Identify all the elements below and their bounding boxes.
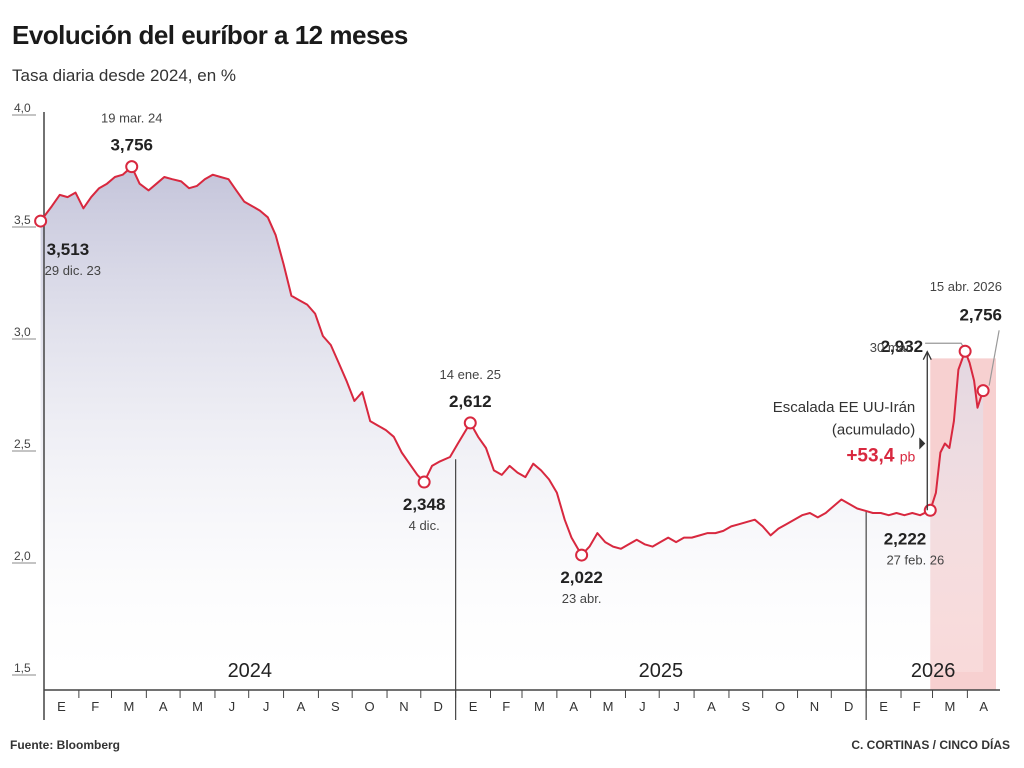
annotation-value: 2,348 — [403, 495, 446, 514]
month-label: E — [57, 699, 66, 714]
month-label: A — [159, 699, 168, 714]
chart-title: Evolución del euríbor a 12 meses — [12, 20, 408, 50]
month-label: E — [469, 699, 478, 714]
y-tick-label: 4,0 — [14, 101, 31, 115]
y-tick-label: 3,5 — [14, 213, 31, 227]
annotation-date: 14 ene. 25 — [440, 367, 501, 382]
month-label: M — [123, 699, 134, 714]
month-label: F — [91, 699, 99, 714]
annotation-value: 2,612 — [449, 392, 492, 411]
month-label: M — [192, 699, 203, 714]
month-label: O — [365, 699, 375, 714]
annotation-marker — [575, 548, 589, 562]
month-label: O — [775, 699, 785, 714]
escalation-pointer — [919, 437, 926, 450]
annotation-value: 2,932 — [881, 337, 924, 356]
month-label: M — [534, 699, 545, 714]
annotation-value: 2,756 — [959, 305, 1002, 324]
escalation-label: Escalada EE UU-Irán — [773, 399, 916, 416]
annotation-marker — [923, 503, 937, 517]
month-label: S — [331, 699, 340, 714]
month-label: M — [945, 699, 956, 714]
annotation-marker — [976, 384, 990, 398]
annotation-leader — [925, 342, 965, 349]
chart-subtitle: Tasa diaria desde 2024, en % — [12, 66, 236, 85]
y-tick-label: 1,5 — [14, 661, 31, 675]
year-label: 2025 — [639, 660, 684, 682]
month-label: A — [979, 699, 988, 714]
escalation-value-number: +53,4 — [846, 445, 899, 466]
annotation-value: 2,022 — [560, 568, 603, 587]
escalation-label: (acumulado) — [832, 422, 915, 439]
month-label: D — [844, 699, 853, 714]
annotation-date: 23 abr. — [562, 591, 602, 606]
source-note: Fuente: Bloomberg — [10, 738, 120, 752]
month-label: E — [879, 699, 888, 714]
month-label: J — [263, 699, 270, 714]
annotation-value: 2,222 — [884, 529, 927, 548]
series-line — [39, 165, 985, 557]
year-label: 2024 — [228, 660, 273, 682]
month-label: J — [673, 699, 680, 714]
annotation-date: 27 feb. 26 — [886, 552, 944, 567]
month-label: M — [603, 699, 614, 714]
credit-note: C. CORTINAS / CINCO DÍAS — [851, 738, 1010, 752]
annotation-date: 30 mar. — [870, 340, 913, 355]
escalation-value: +53,4 pb — [846, 445, 915, 466]
month-label: J — [639, 699, 646, 714]
month-label: J — [229, 699, 236, 714]
year-label: 2026 — [911, 660, 956, 682]
month-label: D — [434, 699, 443, 714]
annotation-date: 15 abr. 2026 — [930, 279, 1002, 294]
escalation-value-unit: pb — [900, 448, 916, 464]
month-label: A — [569, 699, 578, 714]
annotation-date: 19 mar. 24 — [101, 111, 162, 126]
y-tick-label: 2,5 — [14, 437, 31, 451]
month-label: A — [707, 699, 716, 714]
y-tick-label: 2,0 — [14, 549, 31, 563]
annotation-date: 29 dic. 23 — [45, 263, 101, 278]
escalation-arrow — [922, 350, 932, 360]
annotation-marker — [34, 214, 48, 228]
annotation-marker — [463, 416, 477, 430]
series-area — [40, 166, 984, 672]
y-tick-label: 3,0 — [14, 325, 31, 339]
annotation-marker — [958, 344, 972, 358]
annotation-leader — [988, 330, 1000, 386]
month-label: A — [297, 699, 306, 714]
month-label: F — [502, 699, 510, 714]
annotation-marker — [125, 160, 139, 174]
month-label: N — [399, 699, 408, 714]
month-label: S — [741, 699, 750, 714]
month-label: N — [810, 699, 819, 714]
annotation-value: 3,513 — [47, 240, 90, 259]
annotation-value: 3,756 — [110, 136, 153, 155]
month-label: F — [913, 699, 921, 714]
annotation-marker — [417, 475, 431, 489]
annotation-date: 4 dic. — [409, 518, 440, 533]
